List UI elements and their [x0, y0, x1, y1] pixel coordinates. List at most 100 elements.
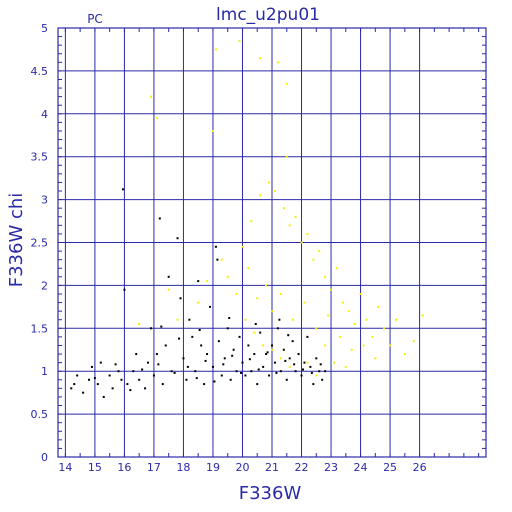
x-tick-label: 26: [413, 461, 427, 474]
yellow-data-point: [268, 181, 271, 184]
yellow-data-point: [282, 207, 285, 210]
x-tick-label: 20: [235, 461, 249, 474]
yellow-data-point: [303, 301, 306, 304]
yellow-data-point: [211, 129, 214, 132]
black-data-point: [186, 365, 189, 368]
black-data-point: [228, 317, 231, 320]
yellow-data-point: [294, 215, 297, 218]
black-data-point: [241, 361, 244, 364]
yellow-data-point: [271, 310, 273, 313]
yellow-data-point: [350, 348, 353, 351]
black-data-point: [157, 363, 160, 366]
black-data-point: [279, 370, 282, 373]
yellow-data-point: [250, 220, 253, 223]
black-data-point: [176, 237, 179, 240]
black-data-point: [197, 280, 200, 283]
yellow-data-point: [279, 292, 282, 295]
yellow-data-point: [359, 292, 362, 295]
black-data-point: [155, 353, 158, 356]
black-data-point: [102, 395, 105, 398]
black-data-point: [287, 334, 290, 337]
black-data-point: [256, 383, 259, 386]
black-data-point: [132, 370, 135, 373]
black-data-point: [266, 351, 269, 354]
yellow-data-point: [220, 258, 223, 261]
black-data-point: [282, 348, 285, 351]
yellow-data-point: [389, 344, 392, 347]
x-tick-label: 21: [265, 461, 279, 474]
yellow-data-point: [421, 314, 424, 317]
black-data-point: [111, 387, 114, 390]
yellow-data-point: [271, 348, 273, 351]
black-data-point: [257, 368, 260, 371]
x-tick-label: 25: [383, 461, 397, 474]
yellow-data-point: [341, 301, 344, 304]
black-data-point: [204, 359, 207, 362]
y-tick-label: 1: [41, 365, 48, 378]
black-data-point: [240, 371, 243, 374]
yellow-data-point: [265, 284, 268, 287]
black-data-point: [278, 318, 281, 321]
black-data-point: [173, 371, 176, 374]
black-data-point: [179, 297, 182, 300]
black-data-point: [250, 370, 253, 373]
black-data-point: [231, 354, 234, 357]
black-data-point: [324, 370, 327, 373]
yellow-data-point: [412, 340, 415, 343]
black-data-point: [178, 337, 181, 340]
black-data-point: [244, 374, 247, 377]
black-data-point: [135, 353, 138, 356]
black-data-point: [73, 383, 76, 386]
yellow-data-point: [206, 280, 209, 283]
yellow-data-point: [330, 288, 333, 291]
y-tick-label: 5: [41, 22, 48, 35]
yellow-data-point: [291, 318, 294, 321]
black-data-point: [312, 383, 315, 386]
black-data-point: [213, 380, 216, 383]
chart-subtitle: PC: [87, 12, 103, 26]
yellow-data-point: [288, 365, 291, 368]
black-data-point: [170, 370, 173, 373]
black-data-point: [310, 371, 313, 374]
y-tick-label: 4.5: [31, 65, 49, 78]
yellow-data-point: [226, 275, 229, 278]
yellow-data-point: [394, 318, 397, 321]
black-data-point: [318, 370, 321, 373]
black-data-point: [303, 361, 306, 364]
black-data-point: [248, 358, 251, 361]
black-data-point: [129, 389, 132, 392]
yellow-data-point: [256, 297, 259, 300]
black-data-point: [214, 245, 217, 248]
black-data-point: [262, 365, 265, 368]
yellow-data-point: [167, 288, 170, 291]
black-data-point: [306, 335, 309, 338]
yellow-data-point: [327, 314, 330, 317]
black-data-point: [268, 374, 271, 377]
black-data-point: [216, 258, 219, 261]
black-data-point: [294, 370, 297, 373]
y-tick-label: 2: [41, 279, 48, 292]
yellow-data-point: [374, 357, 377, 360]
yellow-data-point: [362, 344, 365, 347]
x-tick-label: 17: [147, 461, 161, 474]
yellow-data-point: [276, 61, 279, 64]
y-axis-title: F336W chi: [6, 193, 27, 288]
black-data-point: [253, 353, 256, 356]
yellow-data-point: [214, 48, 217, 51]
black-data-point: [87, 378, 90, 381]
yellow-data-point: [262, 344, 265, 347]
black-data-point: [284, 359, 287, 362]
y-tick-label: 4: [41, 108, 48, 121]
black-data-point: [285, 378, 288, 381]
yellow-data-point: [324, 344, 327, 347]
black-data-point: [123, 288, 126, 291]
black-data-point: [209, 305, 212, 308]
x-tick-label: 22: [295, 461, 309, 474]
black-data-point: [297, 353, 300, 356]
yellow-data-point: [318, 250, 321, 253]
black-data-point: [315, 357, 318, 360]
axis-ticks: 14 15 16 17 18 19 20 21 22 23 24 25 26 0 0.5 1 1.5 2 2.5 3 3…: [31, 22, 486, 474]
black-data-point: [223, 357, 226, 360]
x-tick-label: 18: [176, 461, 190, 474]
y-tick-label: 2.5: [31, 237, 49, 250]
